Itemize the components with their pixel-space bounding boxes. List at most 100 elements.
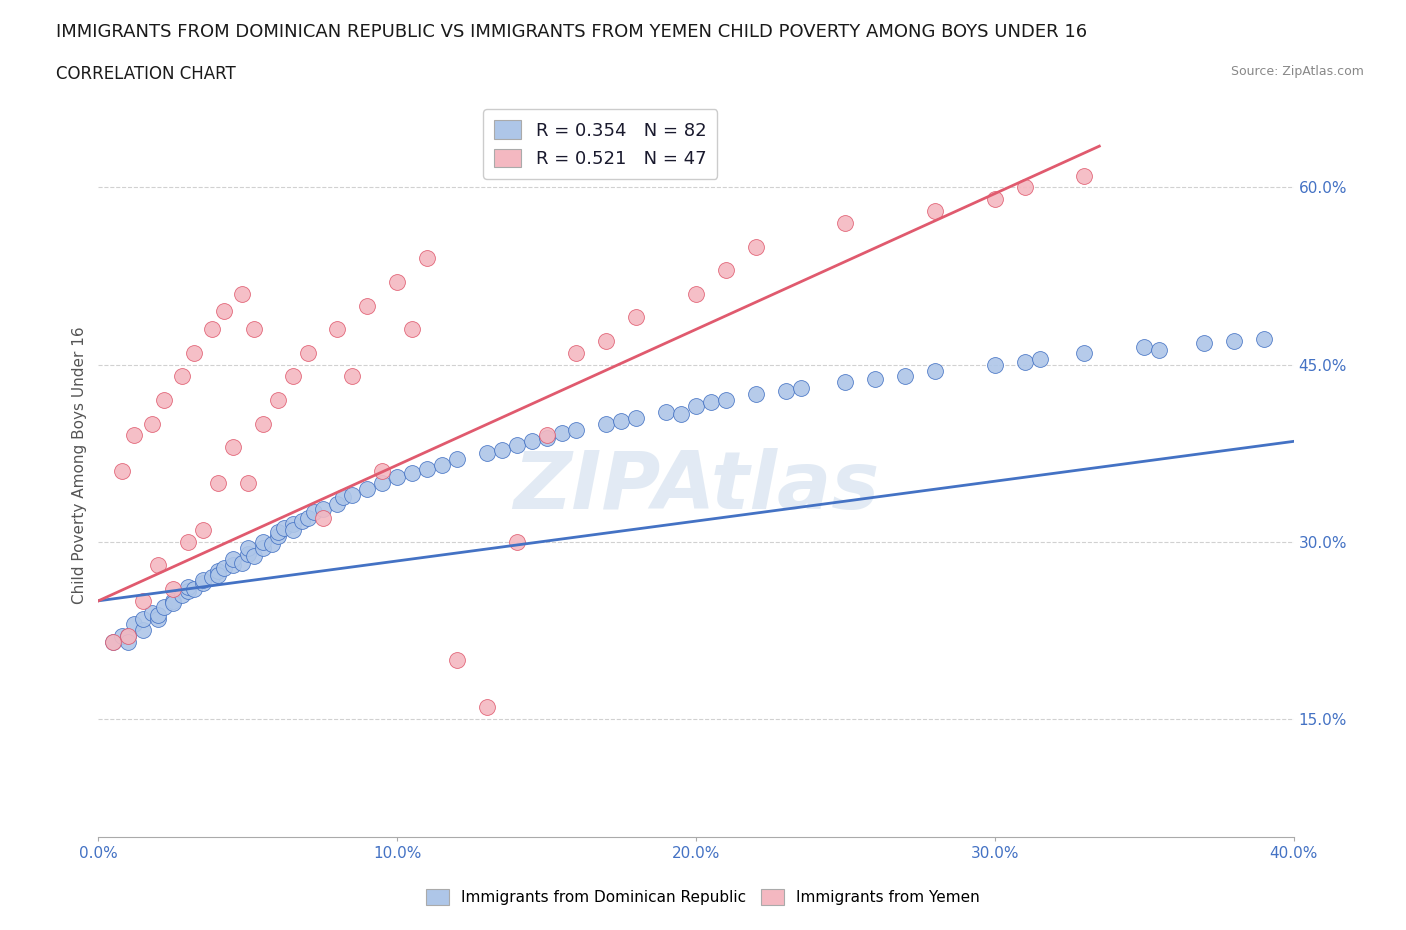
Point bbox=[177, 584, 200, 599]
Point bbox=[132, 593, 155, 608]
Point bbox=[207, 475, 229, 490]
Point bbox=[177, 579, 200, 594]
Point bbox=[207, 567, 229, 582]
Point bbox=[201, 570, 224, 585]
Point bbox=[1073, 168, 1095, 183]
Point bbox=[267, 392, 290, 407]
Point bbox=[1014, 180, 1036, 195]
Point bbox=[191, 523, 214, 538]
Point bbox=[297, 345, 319, 360]
Point bbox=[153, 392, 176, 407]
Point bbox=[222, 558, 245, 573]
Point bbox=[231, 555, 253, 570]
Point bbox=[342, 487, 364, 502]
Point bbox=[302, 505, 325, 520]
Point bbox=[162, 596, 184, 611]
Point bbox=[103, 634, 125, 649]
Point bbox=[506, 535, 529, 550]
Point bbox=[626, 310, 648, 325]
Point bbox=[243, 322, 266, 337]
Point bbox=[260, 537, 283, 551]
Point bbox=[565, 422, 588, 437]
Point bbox=[655, 405, 678, 419]
Point bbox=[924, 363, 946, 378]
Point bbox=[714, 392, 737, 407]
Point bbox=[536, 431, 558, 445]
Point bbox=[183, 345, 205, 360]
Point bbox=[252, 535, 274, 550]
Point bbox=[281, 523, 304, 538]
Point bbox=[1192, 336, 1215, 351]
Point bbox=[326, 497, 349, 512]
Point bbox=[332, 489, 354, 504]
Point bbox=[550, 426, 572, 441]
Point bbox=[491, 442, 513, 457]
Point bbox=[111, 629, 134, 644]
Text: IMMIGRANTS FROM DOMINICAN REPUBLIC VS IMMIGRANTS FROM YEMEN CHILD POVERTY AMONG : IMMIGRANTS FROM DOMINICAN REPUBLIC VS IM… bbox=[56, 23, 1087, 41]
Point bbox=[132, 623, 155, 638]
Point bbox=[371, 463, 394, 478]
Point bbox=[371, 475, 394, 490]
Point bbox=[252, 540, 274, 555]
Point bbox=[222, 440, 245, 455]
Point bbox=[267, 525, 290, 539]
Point bbox=[385, 274, 409, 289]
Point bbox=[789, 380, 811, 395]
Point bbox=[141, 605, 163, 620]
Point bbox=[385, 470, 409, 485]
Point bbox=[685, 286, 707, 301]
Point bbox=[430, 458, 453, 472]
Point bbox=[1073, 345, 1095, 360]
Point bbox=[297, 511, 319, 525]
Point bbox=[984, 357, 1007, 372]
Point bbox=[267, 528, 290, 543]
Point bbox=[236, 475, 259, 490]
Point bbox=[311, 501, 333, 516]
Point bbox=[356, 481, 378, 496]
Point bbox=[148, 607, 170, 622]
Point bbox=[834, 375, 856, 390]
Point bbox=[124, 428, 146, 443]
Point bbox=[401, 322, 423, 337]
Point bbox=[745, 387, 768, 402]
Point bbox=[1133, 339, 1156, 354]
Point bbox=[1028, 352, 1050, 366]
Point bbox=[342, 369, 364, 384]
Point bbox=[153, 599, 176, 614]
Point bbox=[111, 463, 134, 478]
Point bbox=[1147, 343, 1170, 358]
Point bbox=[1253, 331, 1275, 346]
Point bbox=[745, 239, 768, 254]
Point bbox=[446, 653, 468, 668]
Point bbox=[243, 549, 266, 564]
Point bbox=[775, 383, 797, 398]
Point bbox=[610, 414, 633, 429]
Point bbox=[172, 369, 194, 384]
Point bbox=[475, 699, 498, 714]
Point bbox=[311, 511, 333, 525]
Point bbox=[685, 399, 707, 414]
Text: ZIPAtlas: ZIPAtlas bbox=[513, 448, 879, 526]
Point bbox=[834, 216, 856, 231]
Point bbox=[1014, 355, 1036, 370]
Text: Source: ZipAtlas.com: Source: ZipAtlas.com bbox=[1230, 65, 1364, 78]
Point bbox=[117, 629, 139, 644]
Point bbox=[212, 304, 235, 319]
Point bbox=[252, 417, 274, 432]
Y-axis label: Child Poverty Among Boys Under 16: Child Poverty Among Boys Under 16 bbox=[72, 326, 87, 604]
Point bbox=[117, 629, 139, 644]
Point bbox=[162, 581, 184, 596]
Point bbox=[700, 395, 723, 410]
Point bbox=[894, 369, 917, 384]
Legend: Immigrants from Dominican Republic, Immigrants from Yemen: Immigrants from Dominican Republic, Immi… bbox=[418, 882, 988, 913]
Point bbox=[506, 437, 529, 452]
Point bbox=[273, 520, 295, 535]
Point bbox=[984, 192, 1007, 206]
Point bbox=[401, 466, 423, 481]
Point bbox=[141, 417, 163, 432]
Point bbox=[714, 262, 737, 277]
Point bbox=[191, 576, 214, 591]
Point bbox=[416, 461, 439, 476]
Point bbox=[595, 334, 617, 349]
Text: CORRELATION CHART: CORRELATION CHART bbox=[56, 65, 236, 83]
